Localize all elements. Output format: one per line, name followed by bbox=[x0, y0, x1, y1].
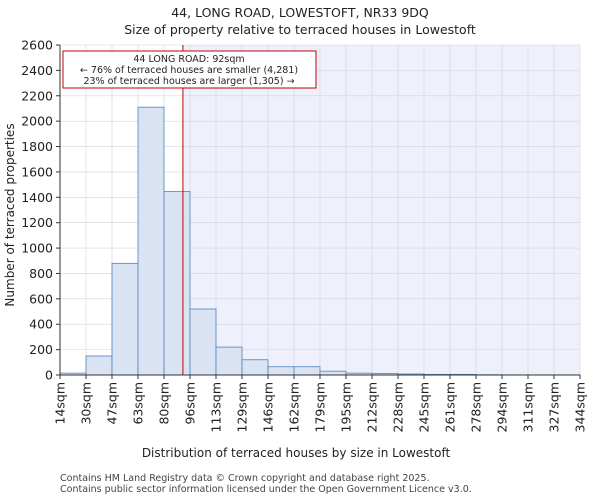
footer-line-1: Contains HM Land Registry data © Crown c… bbox=[60, 473, 430, 484]
annotation-line-2: ← 76% of terraced houses are smaller (4,… bbox=[80, 65, 298, 76]
footer-line-2: Contains public sector information licen… bbox=[60, 484, 472, 495]
bar-129sqm bbox=[241, 359, 269, 376]
y-tick-label: 2600 bbox=[21, 38, 53, 53]
y-axis-ticks: 0 200 400 600 800 1000 1200 1400 1600 1800 2000 220… bbox=[21, 38, 60, 383]
x-tick-label: 113sqm bbox=[209, 382, 224, 432]
x-tick-label: 228sqm bbox=[391, 382, 406, 432]
x-tick-label: 278sqm bbox=[469, 382, 484, 432]
y-tick-label: 2000 bbox=[21, 114, 53, 129]
bar-63sqm bbox=[137, 106, 165, 376]
x-tick-label: 129sqm bbox=[235, 382, 250, 432]
bar-113sqm bbox=[215, 346, 243, 376]
chart-title: 44, LONG ROAD, LOWESTOFT, NR33 9DQ bbox=[171, 5, 429, 20]
y-tick-label: 1200 bbox=[21, 215, 53, 230]
histogram-chart: 44, LONG ROAD, LOWESTOFT, NR33 9DQ Size … bbox=[3, 5, 588, 460]
x-tick-label: 146sqm bbox=[261, 382, 276, 432]
x-tick-label: 344sqm bbox=[573, 382, 588, 432]
larger-properties-region bbox=[182, 45, 580, 375]
x-tick-label: 162sqm bbox=[287, 382, 302, 432]
x-tick-label: 96sqm bbox=[183, 382, 198, 425]
bar-162sqm bbox=[293, 366, 321, 376]
y-tick-label: 400 bbox=[29, 317, 53, 332]
bar-96sqm bbox=[189, 308, 217, 376]
bar-30sqm bbox=[85, 355, 113, 376]
bars bbox=[59, 106, 581, 376]
y-tick-label: 1000 bbox=[21, 241, 53, 256]
bar-80sqm bbox=[163, 191, 191, 376]
x-tick-label: 14sqm bbox=[53, 382, 68, 425]
x-tick-label: 311sqm bbox=[521, 382, 536, 432]
x-tick-label: 327sqm bbox=[547, 382, 562, 432]
y-axis-label: Number of terraced properties bbox=[3, 123, 17, 306]
y-tick-label: 1600 bbox=[21, 164, 53, 179]
bar-47sqm bbox=[111, 262, 139, 376]
y-tick-label: 0 bbox=[45, 368, 53, 383]
y-tick-label: 1800 bbox=[21, 139, 53, 154]
x-tick-label: 47sqm bbox=[105, 382, 120, 425]
annotation-line-1: 44 LONG ROAD: 92sqm bbox=[133, 54, 244, 65]
annotation-border bbox=[62, 50, 317, 89]
annotation-line-3: 23% of terraced houses are larger (1,305… bbox=[83, 76, 294, 87]
x-tick-label: 245sqm bbox=[417, 382, 432, 432]
annotation-box: 44 LONG ROAD: 92sqm ← 76% of terraced ho… bbox=[62, 50, 317, 89]
x-tick-label: 63sqm bbox=[131, 382, 146, 425]
x-tick-label: 195sqm bbox=[339, 382, 354, 432]
chart-subtitle: Size of property relative to terraced ho… bbox=[124, 22, 476, 37]
y-tick-label: 200 bbox=[29, 342, 53, 357]
y-tick-label: 2400 bbox=[21, 63, 53, 78]
bar-179sqm bbox=[319, 370, 347, 376]
x-tick-label: 30sqm bbox=[79, 382, 94, 425]
x-tick-label: 261sqm bbox=[443, 382, 458, 432]
x-tick-label: 294sqm bbox=[495, 382, 510, 432]
x-tick-label: 212sqm bbox=[365, 382, 380, 432]
y-tick-label: 800 bbox=[29, 266, 53, 281]
y-tick-label: 2200 bbox=[21, 88, 53, 103]
x-tick-label: 80sqm bbox=[157, 382, 172, 425]
y-tick-label: 600 bbox=[29, 291, 53, 306]
bar-146sqm bbox=[267, 366, 295, 376]
x-axis-label: Distribution of terraced houses by size … bbox=[142, 446, 451, 460]
x-tick-label: 179sqm bbox=[313, 382, 328, 432]
x-axis-ticks: 14sqm 30sqm 47sqm 63sqm 80sqm 96sqm 113sqm 129s… bbox=[53, 375, 588, 432]
y-tick-label: 1400 bbox=[21, 190, 53, 205]
